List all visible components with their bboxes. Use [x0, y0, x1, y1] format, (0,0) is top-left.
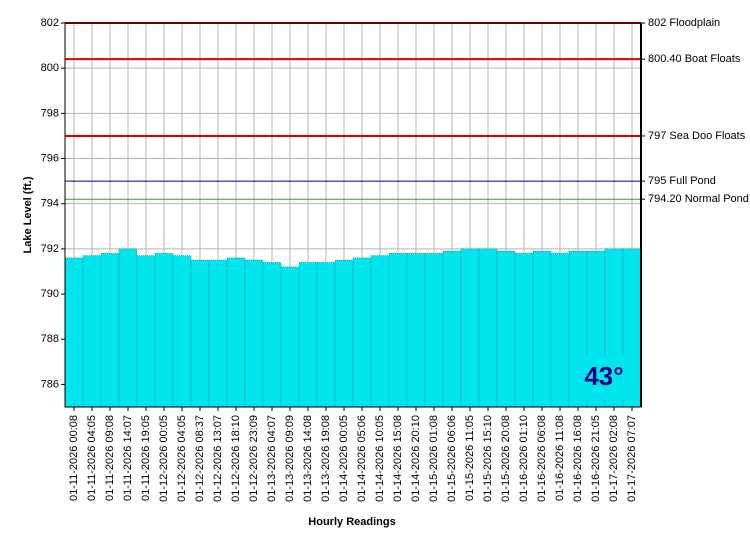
x-tick-label: 01-16-2026 21:05 — [590, 415, 602, 502]
bar — [460, 248, 480, 408]
y-tick-label: 786 — [41, 378, 59, 390]
badge: 43° — [584, 361, 623, 391]
x-tick-label: 01-12-2026 18:10 — [230, 415, 242, 502]
bar — [370, 255, 390, 408]
y-tick-label: 788 — [41, 333, 59, 345]
x-tick-label: 01-13-2026 09:09 — [284, 415, 296, 502]
x-tick-label: 01-15-2026 15:10 — [482, 415, 494, 502]
y-tick-label: 800 — [41, 62, 59, 74]
x-tick-label: 01-17-2026 02:08 — [608, 415, 620, 502]
bar — [550, 253, 570, 408]
x-tick-label: 01-13-2026 19:08 — [320, 415, 332, 502]
bar — [388, 253, 408, 408]
x-tick-label: 01-11-2026 19:05 — [140, 415, 152, 501]
bar — [352, 257, 372, 408]
x-tick-label: 01-15-2026 20:08 — [500, 415, 512, 502]
y-tick-label: 794 — [41, 198, 59, 210]
bar — [406, 253, 426, 408]
bar — [208, 259, 228, 408]
x-tick-label: 01-16-2026 16:08 — [572, 415, 584, 502]
x-tick-label: 01-14-2026 20:10 — [410, 415, 422, 502]
x-tick-label: 01-14-2026 15:08 — [392, 415, 404, 502]
x-tick-label: 01-16-2026 01:10 — [518, 415, 530, 502]
bar — [244, 259, 264, 408]
x-tick-label: 01-15-2026 11:05 — [464, 415, 476, 501]
bar — [496, 250, 516, 408]
bar — [190, 259, 210, 408]
x-tick-label: 01-15-2026 06:06 — [446, 415, 458, 502]
x-tick-label: 01-11-2026 09:08 — [104, 415, 116, 501]
bar — [64, 257, 84, 408]
bar — [100, 253, 120, 408]
bar — [154, 253, 174, 408]
reference-label: 800.40 Boat Floats — [648, 53, 741, 65]
badge-box — [578, 355, 630, 399]
bar — [334, 259, 354, 408]
x-tick-label: 01-12-2026 08:37 — [194, 415, 206, 502]
bar — [514, 253, 534, 408]
x-tick-label: 01-12-2026 13:07 — [212, 415, 224, 502]
x-tick-label: 01-12-2026 00:05 — [158, 415, 170, 502]
x-tick-label: 01-16-2026 06:08 — [536, 415, 548, 502]
bar — [298, 262, 318, 408]
x-tick-label: 01-11-2026 00:08 — [68, 415, 80, 501]
reference-label: 802 Floodplain — [648, 17, 720, 29]
y-tick-label: 798 — [41, 107, 59, 119]
bar — [82, 255, 102, 408]
reference-label: 797 Sea Doo Floats — [648, 130, 746, 142]
bar — [226, 257, 246, 408]
x-tick-label: 01-12-2026 04:05 — [176, 415, 188, 502]
bar — [442, 250, 462, 408]
x-tick-label: 01-14-2026 05:06 — [356, 415, 368, 502]
x-tick-label: 01-14-2026 00:05 — [338, 415, 350, 502]
reference-label: 795 Full Pond — [648, 175, 716, 187]
bar — [280, 266, 300, 408]
bar — [316, 262, 336, 408]
x-axis-label: Hourly Readings — [308, 516, 395, 528]
bar — [136, 255, 156, 408]
x-tick-label: 01-15-2026 01:08 — [428, 415, 440, 502]
bar — [532, 250, 552, 408]
y-tick-label: 790 — [41, 288, 59, 300]
x-tick-label: 01-16-2026 11:08 — [554, 415, 566, 501]
x-tick-label: 01-13-2026 04:07 — [266, 415, 278, 502]
x-tick-label: 01-11-2026 04:05 — [86, 415, 98, 501]
bar — [424, 253, 444, 408]
x-tick-label: 01-17-2026 07:07 — [626, 415, 638, 502]
y-tick-label: 796 — [41, 152, 59, 164]
reference-label: 794.20 Normal Pond — [648, 193, 749, 205]
bar — [478, 248, 498, 408]
x-tick-label: 01-12-2026 23:09 — [248, 415, 260, 502]
y-axis-label: Lake Level (ft.) — [22, 176, 34, 253]
bar — [262, 262, 282, 408]
x-tick-label: 01-13-2026 14:08 — [302, 415, 314, 502]
x-tick-label: 01-14-2026 10:05 — [374, 415, 386, 502]
y-tick-label: 802 — [41, 17, 59, 29]
x-tick-label: 01-11-2026 14:07 — [122, 415, 134, 501]
bar — [118, 248, 138, 408]
bar — [172, 255, 192, 408]
y-tick-label: 792 — [41, 243, 59, 255]
